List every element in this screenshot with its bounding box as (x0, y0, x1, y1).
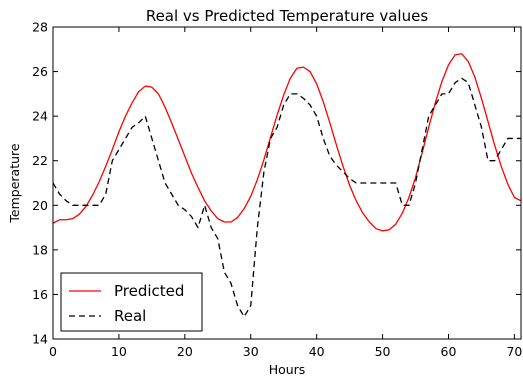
y-tick-label: 22 (32, 153, 48, 168)
x-axis-label: Hours (269, 362, 306, 377)
x-tick-label: 70 (506, 344, 522, 359)
y-tick-label: 24 (32, 109, 48, 124)
series-line-predicted (52, 53, 522, 232)
x-tick-label: 30 (243, 344, 259, 359)
y-axis-ticks: 14 16 18 20 22 24 26 28 (32, 20, 521, 347)
legend-label-real: Real (114, 307, 146, 325)
y-tick-label: 14 (32, 332, 48, 347)
plot-frame (52, 26, 522, 340)
plot-lines (52, 53, 522, 318)
y-axis-label: Temperature (7, 143, 22, 223)
x-tick-label: 20 (177, 344, 193, 359)
legend: Predicted Real (60, 272, 203, 332)
chart-title: Real vs Predicted Temperature values (146, 7, 429, 25)
x-tick-label: 0 (49, 344, 57, 359)
legend-box (60, 272, 203, 332)
y-tick-label: 26 (32, 64, 48, 79)
y-tick-label: 28 (32, 20, 48, 35)
x-tick-label: 10 (111, 344, 127, 359)
legend-label-predicted: Predicted (114, 282, 184, 300)
x-tick-label: 40 (309, 344, 325, 359)
x-tick-label: 50 (375, 344, 391, 359)
x-tick-label: 60 (441, 344, 457, 359)
y-tick-label: 20 (32, 198, 48, 213)
x-axis-ticks: 0 10 20 30 40 50 60 70 (49, 27, 522, 359)
y-tick-label: 18 (32, 242, 48, 257)
series-line-real (52, 77, 521, 318)
y-tick-label: 16 (32, 287, 48, 302)
